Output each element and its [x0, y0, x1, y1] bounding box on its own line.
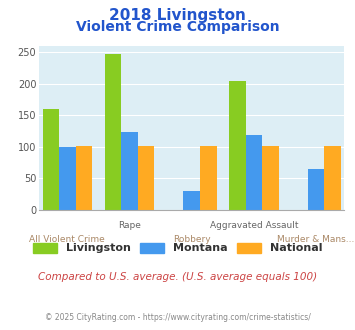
- Text: © 2025 CityRating.com - https://www.cityrating.com/crime-statistics/: © 2025 CityRating.com - https://www.city…: [45, 314, 310, 322]
- Text: Compared to U.S. average. (U.S. average equals 100): Compared to U.S. average. (U.S. average …: [38, 272, 317, 282]
- Bar: [43, 109, 59, 210]
- Bar: [76, 146, 92, 210]
- Text: Aggravated Assault: Aggravated Assault: [209, 221, 298, 230]
- Text: 2018 Livingston: 2018 Livingston: [109, 8, 246, 23]
- Bar: [200, 146, 217, 210]
- Legend: Livingston, Montana, National: Livingston, Montana, National: [28, 238, 327, 258]
- Bar: [184, 191, 200, 210]
- Bar: [262, 146, 279, 210]
- Bar: [59, 147, 76, 210]
- Text: Robbery: Robbery: [173, 235, 211, 244]
- Text: All Violent Crime: All Violent Crime: [29, 235, 105, 244]
- Bar: [308, 169, 324, 210]
- Text: Murder & Mans...: Murder & Mans...: [277, 235, 355, 244]
- Text: Violent Crime Comparison: Violent Crime Comparison: [76, 20, 279, 34]
- Bar: [121, 132, 138, 210]
- Text: Rape: Rape: [118, 221, 141, 230]
- Bar: [138, 146, 154, 210]
- Bar: [229, 82, 246, 210]
- Bar: [246, 135, 262, 210]
- Bar: [105, 54, 121, 210]
- Bar: [324, 146, 341, 210]
